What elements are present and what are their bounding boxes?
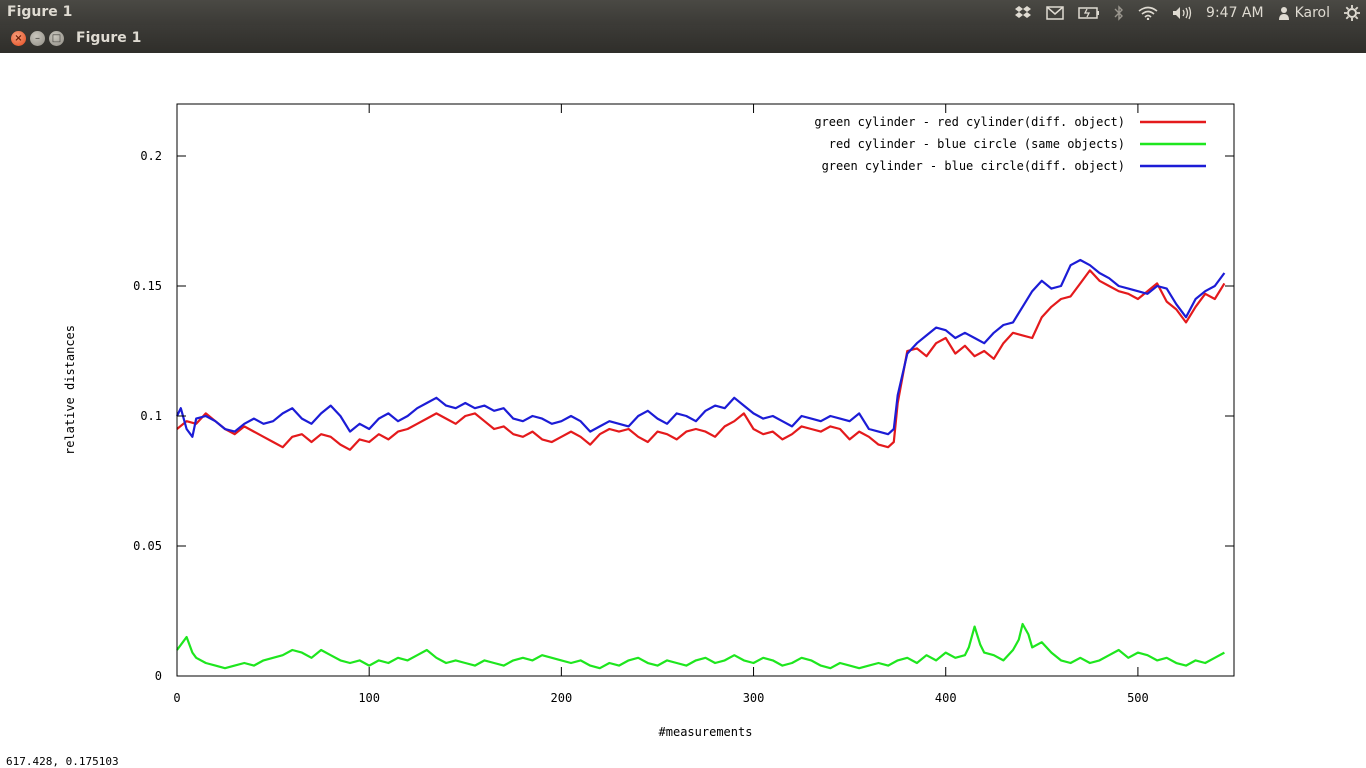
- x-tick-label: 400: [935, 691, 957, 705]
- close-button[interactable]: ×: [11, 31, 26, 46]
- x-tick-label: 0: [173, 691, 180, 705]
- x-axis-label: #measurements: [659, 725, 753, 739]
- x-tick-label: 100: [358, 691, 380, 705]
- y-tick-label: 0.05: [133, 539, 162, 553]
- user-menu[interactable]: Karol: [1278, 5, 1330, 21]
- bluetooth-icon[interactable]: [1114, 4, 1124, 21]
- plot-canvas[interactable]: 0 100 200 300 400 500 0 0.05 0.1 0.15 0.2 green cy…: [0, 53, 1366, 753]
- series-layer: [176, 258, 1226, 670]
- cursor-coordinates: 617.428, 0.175103: [6, 755, 119, 768]
- plot-frame: [176, 103, 1235, 677]
- app-title: Figure 1: [7, 4, 73, 20]
- y-tick-label: 0.2: [140, 149, 162, 163]
- legend-entry-label: red cylinder - blue circle (same objects…: [829, 137, 1125, 151]
- battery-icon[interactable]: [1078, 6, 1100, 19]
- window-title-bar[interactable]: × – □ Figure 1: [0, 25, 1366, 53]
- wifi-icon[interactable]: [1138, 6, 1158, 20]
- system-top-bar: Figure 1 9:47 AM Karol: [0, 0, 1366, 25]
- y-tick-label: 0: [155, 669, 162, 683]
- x-tick-label: 300: [743, 691, 765, 705]
- minimize-button[interactable]: –: [30, 31, 45, 46]
- x-tick-label: 500: [1127, 691, 1149, 705]
- window-title: Figure 1: [76, 30, 142, 46]
- maximize-button[interactable]: □: [49, 31, 64, 46]
- user-icon: [1278, 6, 1289, 20]
- y-tick-label: 0.1: [140, 409, 162, 423]
- gear-icon[interactable]: [1344, 4, 1360, 21]
- clock[interactable]: 9:47 AM: [1206, 4, 1264, 21]
- y-axis-label: relative distances: [63, 325, 77, 455]
- legend: green cylinder - red cylinder(diff. obje…: [814, 115, 1206, 173]
- x-tick-label: 200: [551, 691, 573, 705]
- series-line-2: [176, 622, 1225, 670]
- y-tick-label: 0.15: [133, 279, 162, 293]
- series-line-1: [176, 269, 1226, 451]
- dropbox-icon[interactable]: [1014, 5, 1032, 21]
- mail-icon[interactable]: [1046, 5, 1064, 20]
- system-indicators: 9:47 AM Karol: [1014, 0, 1360, 25]
- axis-ticks: 0 100 200 300 400 500 0 0.05 0.1 0.15 0.2: [133, 104, 1234, 705]
- series-line-3: [176, 258, 1226, 438]
- legend-entry-label: green cylinder - blue circle(diff. objec…: [822, 159, 1125, 173]
- user-name: Karol: [1294, 4, 1330, 21]
- legend-entry-label: green cylinder - red cylinder(diff. obje…: [814, 115, 1125, 129]
- volume-icon[interactable]: [1172, 6, 1192, 20]
